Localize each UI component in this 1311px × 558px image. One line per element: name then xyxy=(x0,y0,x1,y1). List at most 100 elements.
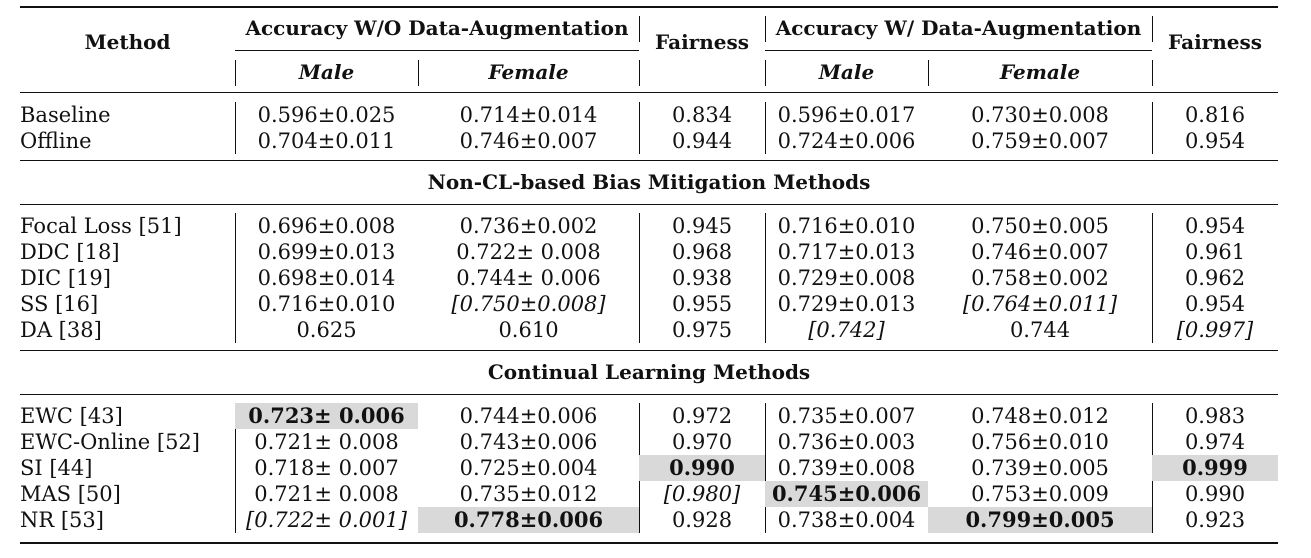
method-name-cell: SI [44] xyxy=(20,456,93,480)
value-cell-fair1: 0.945 xyxy=(671,214,733,238)
value-cell-f1: 0.736±0.002 xyxy=(459,214,598,238)
vsep xyxy=(765,102,766,154)
value-cell-fair2: 0.954 xyxy=(1184,292,1246,316)
value-cell-f2: 0.756±0.010 xyxy=(971,430,1109,454)
section2-bottom-rule xyxy=(20,394,1278,395)
value-cell-fair2: 0.816 xyxy=(1184,103,1246,127)
value-cell-f1: 0.725±0.004 xyxy=(459,456,598,480)
method-name-cell: DA [38] xyxy=(20,318,102,342)
value-cell-m1: 0.696±0.008 xyxy=(257,214,396,238)
value-cell-fair1: 0.928 xyxy=(671,508,733,532)
male2-header: Male xyxy=(818,60,875,84)
method-name-cell: EWC-Online [52] xyxy=(20,430,200,454)
value-cell-f1: 0.746±0.007 xyxy=(459,129,598,153)
fairness1-header: Fairness xyxy=(655,30,749,54)
method-name-cell: SS [16] xyxy=(20,292,99,316)
vsep xyxy=(1152,60,1153,86)
results-table: Method Accuracy W/O Data-Augmentation Fa… xyxy=(20,6,1278,546)
value-cell-fair2: 0.990 xyxy=(1184,482,1246,506)
vsep xyxy=(235,213,236,343)
value-cell-m1: 0.721± 0.008 xyxy=(254,482,399,506)
value-cell-f2: 0.759±0.007 xyxy=(971,129,1109,153)
value-cell-f1: [0.750±0.008] xyxy=(451,292,606,316)
value-cell-fair1: 0.968 xyxy=(671,240,733,264)
value-cell-f2: 0.750±0.005 xyxy=(971,214,1109,238)
value-cell-m2: 0.717±0.013 xyxy=(777,240,916,264)
section2-top-rule xyxy=(20,350,1278,351)
value-cell-f1: 0.744±0.006 xyxy=(459,404,598,428)
method-name-cell: Offline xyxy=(20,129,92,153)
value-cell-fair1: 0.990 xyxy=(639,455,765,481)
vsep xyxy=(418,60,419,86)
value-cell-m2: 0.729±0.013 xyxy=(777,292,916,316)
value-cell-m2: 0.735±0.007 xyxy=(777,404,916,428)
value-cell-m2: 0.745±0.006 xyxy=(765,481,928,507)
value-cell-m2: 0.739±0.008 xyxy=(777,456,916,480)
female2-header: Female xyxy=(999,60,1081,84)
method-name-cell: Baseline xyxy=(20,103,111,127)
value-cell-m2: 0.724±0.006 xyxy=(777,129,916,153)
value-cell-m2: 0.729±0.008 xyxy=(777,266,916,290)
value-cell-m2: 0.736±0.003 xyxy=(777,430,916,454)
value-cell-m1: 0.716±0.010 xyxy=(257,292,396,316)
value-cell-fair2: 0.962 xyxy=(1184,266,1246,290)
value-cell-m1: 0.704±0.011 xyxy=(257,129,396,153)
value-cell-fair1: 0.970 xyxy=(671,430,733,454)
vsep xyxy=(235,60,236,86)
value-cell-f1: 0.744± 0.006 xyxy=(456,266,601,290)
value-cell-f2: 0.758±0.002 xyxy=(971,266,1109,290)
section-title-non-cl: Non-CL-based Bias Mitigation Methods xyxy=(427,170,871,194)
value-cell-f2: 0.753±0.009 xyxy=(971,482,1109,506)
value-cell-m1: 0.596±0.025 xyxy=(257,103,396,127)
group2-header: Accuracy W/ Data-Augmentation xyxy=(775,16,1142,40)
value-cell-m2: 0.738±0.004 xyxy=(777,508,916,532)
value-cell-f2: 0.744 xyxy=(1009,318,1071,342)
method-name-cell: EWC [43] xyxy=(20,404,123,428)
vsep xyxy=(639,60,640,86)
value-cell-m1: 0.625 xyxy=(296,318,357,342)
vsep xyxy=(235,102,236,154)
method-name-cell: NR [53] xyxy=(20,508,104,532)
vsep xyxy=(1152,102,1153,154)
value-cell-fair2: 0.999 xyxy=(1152,455,1278,481)
vsep xyxy=(765,60,766,86)
value-cell-f1: 0.714±0.014 xyxy=(459,103,598,127)
value-cell-fair1: [0.980] xyxy=(663,482,741,506)
method-name-cell: Focal Loss [51] xyxy=(20,214,182,238)
value-cell-fair2: 0.923 xyxy=(1184,508,1246,532)
value-cell-fair1: 0.972 xyxy=(671,404,733,428)
section1-bottom-rule xyxy=(20,204,1278,205)
method-name-cell: MAS [50] xyxy=(20,482,121,506)
group1-header: Accuracy W/O Data-Augmentation xyxy=(245,16,629,40)
top-rule xyxy=(20,6,1278,8)
value-cell-m2: 0.716±0.010 xyxy=(777,214,916,238)
header-rule xyxy=(20,92,1278,93)
vsep xyxy=(1152,16,1153,42)
value-cell-fair1: 0.944 xyxy=(671,129,733,153)
vsep xyxy=(928,60,929,86)
value-cell-m1: 0.698±0.014 xyxy=(257,266,396,290)
vsep xyxy=(639,102,640,154)
value-cell-f2: 0.730±0.008 xyxy=(971,103,1109,127)
value-cell-f1: 0.743±0.006 xyxy=(459,430,598,454)
value-cell-f2: [0.764±0.011] xyxy=(962,292,1118,316)
value-cell-fair2: 0.961 xyxy=(1184,240,1246,264)
value-cell-m1: [0.722± 0.001] xyxy=(246,508,407,532)
value-cell-fair2: [0.997] xyxy=(1176,318,1254,342)
value-cell-f1: 0.735±0.012 xyxy=(459,482,598,506)
value-cell-f1: 0.610 xyxy=(498,318,559,342)
value-cell-fair2: 0.954 xyxy=(1184,129,1246,153)
value-cell-m2: [0.742] xyxy=(808,318,885,342)
value-cell-m1: 0.721± 0.008 xyxy=(254,430,399,454)
value-cell-fair1: 0.938 xyxy=(671,266,733,290)
value-cell-fair1: 0.955 xyxy=(671,292,733,316)
method-name-cell: DDC [18] xyxy=(20,240,120,264)
value-cell-f1: 0.778±0.006 xyxy=(418,507,639,533)
value-cell-f2: 0.746±0.007 xyxy=(971,240,1109,264)
value-cell-f1: 0.722± 0.008 xyxy=(456,240,601,264)
vsep xyxy=(765,403,766,533)
section1-top-rule xyxy=(20,160,1278,161)
method-header: Method xyxy=(84,30,171,54)
value-cell-f2: 0.739±0.005 xyxy=(971,456,1109,480)
vsep xyxy=(235,403,236,533)
